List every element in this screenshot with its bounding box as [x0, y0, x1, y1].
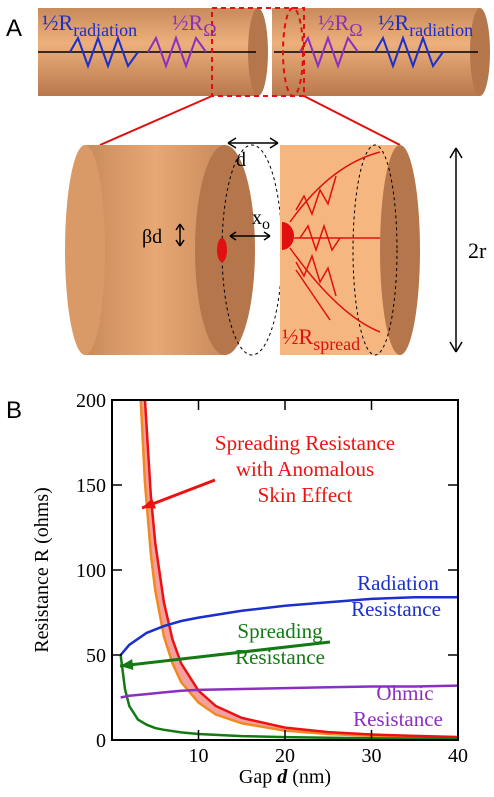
series-label: Resistance — [351, 597, 441, 621]
label: ½Rspread — [282, 324, 360, 354]
arrow — [141, 478, 216, 510]
x-axis-label: Gap — [239, 766, 277, 788]
y-tick-label: 200 — [76, 390, 106, 412]
x-tick-label: 40 — [448, 745, 468, 767]
x-axis-label: (nm) — [287, 766, 331, 788]
x-tick-label: 10 — [189, 745, 209, 767]
band-area — [140, 400, 458, 738]
label: ½R — [42, 10, 74, 35]
label: ½R — [378, 10, 410, 35]
label: 2r — [468, 238, 487, 263]
series-label: with Anomalous — [236, 457, 374, 481]
band-upper-line — [143, 400, 458, 739]
series-label: Resistance — [353, 707, 443, 731]
y-tick-label: 150 — [76, 475, 106, 497]
series-label: Skin Effect — [258, 483, 353, 507]
label: xo — [252, 207, 270, 233]
plot: 0 50 100 150 200 10 20 30 40 Spreading Resistance… — [76, 390, 468, 767]
label: ½RΩ — [172, 10, 217, 40]
panel-label: B — [6, 397, 22, 424]
label: βd — [142, 226, 162, 248]
label: radiation — [73, 20, 137, 40]
x-tick-label: 30 — [362, 745, 382, 767]
label: ½Rradiation — [378, 10, 473, 40]
x-axis-label: d — [277, 766, 288, 788]
label: ½R — [282, 324, 314, 349]
x-axis-label: Gap d (nm) — [239, 766, 331, 788]
series-line — [120, 684, 458, 699]
label: Ω — [203, 20, 216, 40]
series-label: Spreading — [237, 619, 323, 643]
band-lower-line — [139, 400, 458, 739]
series-label: Ohmic — [376, 681, 433, 705]
label: x — [252, 207, 262, 229]
label: spread — [313, 334, 360, 354]
label: ½Rradiation — [42, 10, 137, 40]
plot-area — [119, 400, 458, 740]
label: radiation — [409, 20, 473, 40]
y-tick-label: 100 — [76, 560, 106, 582]
panel-label: A — [6, 15, 22, 42]
y-axis-label: Resistance R (ohms) — [31, 487, 53, 653]
big-cylinders — [65, 137, 463, 356]
series-label: Radiation — [357, 571, 439, 595]
series-line — [119, 595, 458, 656]
series-label: Spreading Resistance — [215, 431, 395, 455]
arrow — [119, 640, 331, 668]
label: d — [236, 149, 246, 171]
y-tick-label: 50 — [86, 645, 106, 667]
label: Ω — [349, 20, 362, 40]
series-line — [119, 654, 458, 740]
label: o — [262, 216, 270, 233]
arrow-head — [120, 659, 134, 670]
label: ½R — [172, 10, 204, 35]
y-tick-label: 0 — [96, 730, 106, 752]
x-tick-label: 20 — [275, 745, 295, 767]
label: ½RΩ — [318, 10, 363, 40]
top-cylinders — [38, 7, 490, 146]
label: ½R — [318, 10, 350, 35]
arrow-head — [142, 498, 156, 509]
